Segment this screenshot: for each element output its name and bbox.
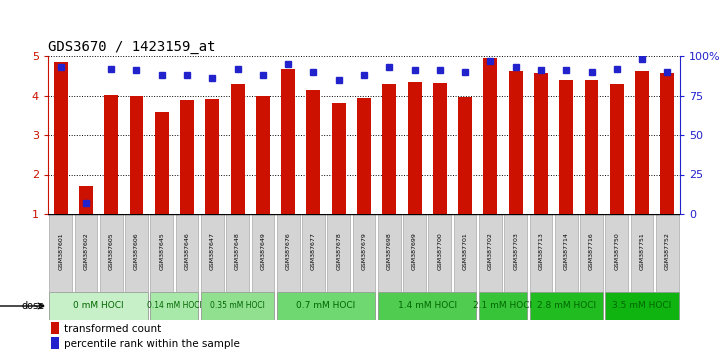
Bar [277, 214, 299, 292]
Bar [251, 214, 274, 292]
Bar [585, 80, 598, 214]
Bar [231, 85, 245, 214]
Bar [130, 96, 143, 214]
Bar [281, 69, 295, 214]
Bar [201, 214, 223, 292]
Bar [479, 214, 502, 292]
Text: GSM387702: GSM387702 [488, 233, 493, 270]
Text: GSM387750: GSM387750 [614, 233, 620, 270]
Bar [328, 214, 350, 292]
Bar [79, 185, 93, 214]
Bar [382, 85, 396, 214]
Bar [256, 96, 270, 214]
Text: GSM387645: GSM387645 [159, 233, 165, 270]
Text: GSM387698: GSM387698 [387, 233, 392, 270]
Text: GSM387701: GSM387701 [462, 233, 467, 270]
Bar [125, 214, 148, 292]
Bar [205, 99, 219, 214]
Bar [50, 292, 148, 320]
Text: GSM387648: GSM387648 [235, 233, 240, 270]
Bar [559, 80, 573, 214]
Bar [51, 337, 59, 349]
Bar [180, 100, 194, 214]
Text: 2.1 mM HOCl: 2.1 mM HOCl [473, 302, 533, 310]
Bar [534, 73, 548, 214]
Bar [151, 292, 199, 320]
Bar [378, 292, 477, 320]
Bar [509, 70, 523, 214]
Bar [635, 71, 649, 214]
Bar [458, 97, 472, 214]
Text: GSM387606: GSM387606 [134, 233, 139, 270]
Bar [529, 292, 603, 320]
Text: GSM387679: GSM387679 [362, 233, 366, 270]
Bar [306, 90, 320, 214]
Bar [656, 214, 678, 292]
Bar [606, 292, 678, 320]
Text: GDS3670 / 1423159_at: GDS3670 / 1423159_at [48, 40, 215, 53]
Bar [201, 292, 274, 320]
Bar [226, 214, 249, 292]
Text: 0.35 mM HOCl: 0.35 mM HOCl [210, 302, 265, 310]
Text: 0.14 mM HOCl: 0.14 mM HOCl [147, 302, 202, 310]
Bar [104, 95, 118, 214]
Bar [352, 214, 376, 292]
Bar [50, 214, 72, 292]
Text: 3.5 mM HOCl: 3.5 mM HOCl [612, 302, 672, 310]
Bar [302, 214, 325, 292]
Bar [630, 214, 654, 292]
Bar [357, 98, 371, 214]
Bar [479, 292, 527, 320]
Bar [610, 85, 624, 214]
Text: GSM387752: GSM387752 [665, 233, 670, 270]
Bar [454, 214, 477, 292]
Text: GSM387713: GSM387713 [539, 233, 544, 270]
Bar [175, 214, 199, 292]
Text: 1.4 mM HOCl: 1.4 mM HOCl [397, 302, 456, 310]
Text: GSM387714: GSM387714 [563, 233, 569, 270]
Bar [606, 214, 628, 292]
Bar [332, 103, 346, 214]
Text: percentile rank within the sample: percentile rank within the sample [64, 339, 240, 349]
Text: GSM387703: GSM387703 [513, 233, 518, 270]
Bar [277, 292, 376, 320]
Bar [51, 322, 59, 335]
Text: GSM387699: GSM387699 [412, 233, 417, 270]
Bar [54, 62, 68, 214]
Text: GSM387605: GSM387605 [108, 233, 114, 270]
Bar [378, 214, 400, 292]
Bar [433, 83, 447, 214]
Text: 0 mM HOCl: 0 mM HOCl [74, 302, 124, 310]
Text: GSM387751: GSM387751 [640, 233, 644, 270]
Bar [408, 82, 422, 214]
Bar [660, 73, 674, 214]
Text: dose: dose [21, 301, 44, 311]
Bar [580, 214, 603, 292]
Text: 2.8 mM HOCl: 2.8 mM HOCl [537, 302, 596, 310]
Bar [505, 214, 527, 292]
Text: GSM387649: GSM387649 [261, 233, 266, 270]
Bar [555, 214, 577, 292]
Bar [100, 214, 122, 292]
Bar [483, 58, 497, 214]
Bar [155, 112, 169, 214]
Bar [403, 214, 426, 292]
Text: GSM387602: GSM387602 [84, 233, 88, 270]
Bar [429, 214, 451, 292]
Text: GSM387647: GSM387647 [210, 233, 215, 270]
Text: GSM387646: GSM387646 [184, 233, 189, 270]
Text: GSM387678: GSM387678 [336, 233, 341, 270]
Text: GSM387676: GSM387676 [285, 233, 290, 270]
Text: transformed count: transformed count [64, 324, 161, 334]
Text: GSM387677: GSM387677 [311, 233, 316, 270]
Text: GSM387716: GSM387716 [589, 233, 594, 270]
Bar [74, 214, 98, 292]
Text: GSM387700: GSM387700 [438, 233, 443, 270]
Bar [151, 214, 173, 292]
Bar [529, 214, 553, 292]
Text: GSM387601: GSM387601 [58, 233, 63, 270]
Text: 0.7 mM HOCl: 0.7 mM HOCl [296, 302, 356, 310]
